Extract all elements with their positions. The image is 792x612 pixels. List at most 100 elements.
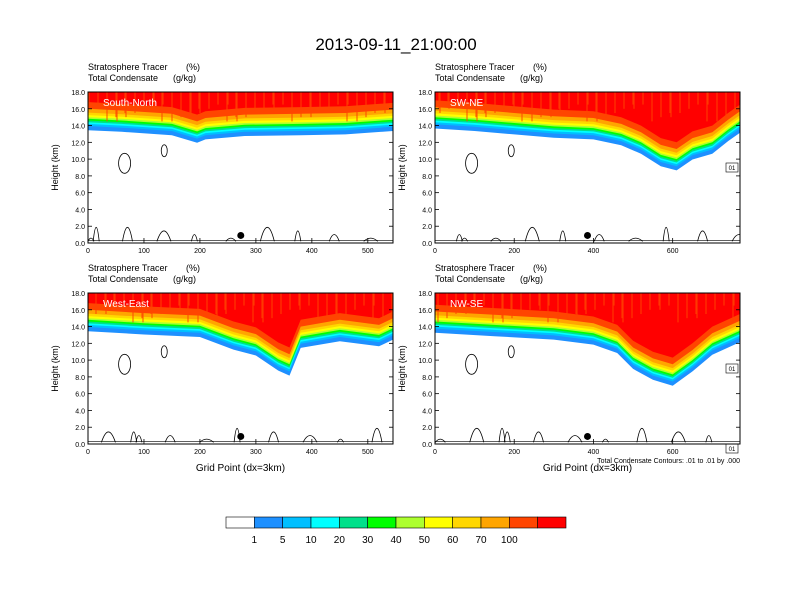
condensate-contour <box>191 234 198 242</box>
condensate-contour <box>731 234 740 242</box>
condensate-contour <box>507 144 515 158</box>
x-tick-label: 0 <box>86 449 90 456</box>
condensate-contour <box>371 427 383 443</box>
location-marker <box>584 231 591 239</box>
panel-west-east: West-East Stratosphere Tracer (%) Total Con… <box>50 263 394 474</box>
colorbar-label: 5 <box>280 535 286 546</box>
condensate-contours <box>435 345 713 443</box>
x-tick-label: 200 <box>508 248 520 255</box>
plot-area <box>435 92 740 243</box>
x-tick-label: 600 <box>667 248 679 255</box>
condensate-contour <box>593 234 605 242</box>
y-tick-label: 12.0 <box>71 341 85 348</box>
condensate-contour <box>697 230 708 242</box>
condensate-contour <box>524 226 540 242</box>
condensate-contour <box>268 431 279 443</box>
colorbar-label: 20 <box>334 535 346 546</box>
panel-label: SW-NE <box>450 98 483 109</box>
colorbar-label: 40 <box>390 535 402 546</box>
x-tick-label: 600 <box>667 449 679 456</box>
y-tick-label: 0.0 <box>422 442 432 449</box>
colorbar-label: 60 <box>447 535 459 546</box>
y-tick-label: 12.0 <box>418 341 432 348</box>
y-tick-label: 12.0 <box>418 140 432 147</box>
x-tick-label: 400 <box>588 248 600 255</box>
contour-box <box>725 363 739 374</box>
tracer-band-10 <box>435 92 740 143</box>
panel-sw-ne: 01 SW-NE Stratosphere Tracer (%) Total Conde… <box>397 62 741 255</box>
colorbar-swatch <box>480 516 510 529</box>
plot-frame <box>87 292 394 445</box>
x-axis-label: Grid Point (dx=3km) <box>196 463 285 474</box>
panel-header-line1: Stratosphere Tracer <box>435 263 515 273</box>
y-tick-label: 2.0 <box>75 425 85 432</box>
panel-header-line1: Stratosphere Tracer <box>435 62 515 72</box>
colorbar-swatch <box>424 516 453 529</box>
y-tick-label: 2.0 <box>75 224 85 231</box>
tracer-band-10 <box>88 293 393 348</box>
y-tick-label: 2.0 <box>422 224 432 231</box>
panel-header-line2-unit: (g/kg) <box>173 274 196 284</box>
colorbar-swatch <box>339 516 368 529</box>
plot-area <box>88 92 393 243</box>
y-tick-label: 8.0 <box>75 375 85 382</box>
panel-header-line2-unit: (g/kg) <box>173 73 196 83</box>
y-tick-label: 0.0 <box>75 241 85 248</box>
plot-area <box>88 293 393 444</box>
panel-nw-se: 01 01 NW-SE Stratosphere Tracer (%) Total Con… <box>397 263 741 474</box>
condensate-contour <box>507 345 515 359</box>
y-tick-label: 0.0 <box>422 241 432 248</box>
x-tick-label: 100 <box>138 248 150 255</box>
x-tick-label: 300 <box>250 248 262 255</box>
contour-box <box>725 162 739 173</box>
x-tick-label: 500 <box>362 449 374 456</box>
contour-box-label: 01 <box>729 166 736 172</box>
y-tick-label: 18.0 <box>418 90 432 97</box>
y-tick-label: 10.0 <box>418 157 432 164</box>
y-tick-label: 8.0 <box>422 375 432 382</box>
y-axis-label: Height (km) <box>397 345 407 392</box>
colorbar: 1 5 10 20 30 40 50 60 70 100 <box>225 516 567 546</box>
y-tick-label: 0.0 <box>75 442 85 449</box>
colorbar-swatch <box>282 516 312 529</box>
contour-note: Total Condensate Contours: .01 to .01 by… <box>597 458 740 465</box>
condensate-contour <box>469 427 485 443</box>
y-tick-label: 4.0 <box>422 408 432 415</box>
colorbar-label: 1 <box>252 535 258 546</box>
y-tick-label: 6.0 <box>75 191 85 198</box>
colorbar-label: 100 <box>501 535 518 546</box>
condensate-contour <box>164 435 176 443</box>
panel-header-line1: Stratosphere Tracer <box>88 263 168 273</box>
y-tick-label: 4.0 <box>422 207 432 214</box>
y-tick-label: 6.0 <box>75 392 85 399</box>
y-tick-label: 16.0 <box>71 308 85 315</box>
condensate-contour <box>160 144 168 158</box>
tracer-band-10 <box>435 293 740 358</box>
condensate-contour <box>636 427 648 443</box>
y-tick-label: 18.0 <box>71 90 85 97</box>
figure-title: 2013-09-11_21:00:00 <box>315 35 476 54</box>
condensate-contour <box>118 152 131 174</box>
condensate-contour <box>135 435 143 443</box>
colorbar-swatch <box>509 516 538 529</box>
colorbar-swatch <box>452 516 482 529</box>
condensate-contour <box>533 431 544 443</box>
panel-header-line1-unit: (%) <box>533 263 547 273</box>
panel-header-line2: Total Condensate <box>435 73 505 83</box>
panel-label: South-North <box>103 98 157 109</box>
condensate-contour <box>302 435 318 443</box>
panel-header-line1: Stratosphere Tracer <box>88 62 168 72</box>
panel-header-line2: Total Condensate <box>88 73 158 83</box>
condensate-contour <box>465 152 479 174</box>
condensate-contour <box>122 226 133 242</box>
condensate-contour <box>160 345 168 359</box>
colorbar-label: 70 <box>475 535 487 546</box>
x-tick-label: 0 <box>433 248 437 255</box>
panel-header-line1-unit: (%) <box>186 62 200 72</box>
x-tick-label: 400 <box>306 449 318 456</box>
y-tick-label: 14.0 <box>71 124 85 131</box>
y-tick-label: 18.0 <box>418 291 432 298</box>
x-tick-label: 200 <box>508 449 520 456</box>
colorbar-swatch <box>254 516 283 529</box>
x-tick-label: 400 <box>306 248 318 255</box>
